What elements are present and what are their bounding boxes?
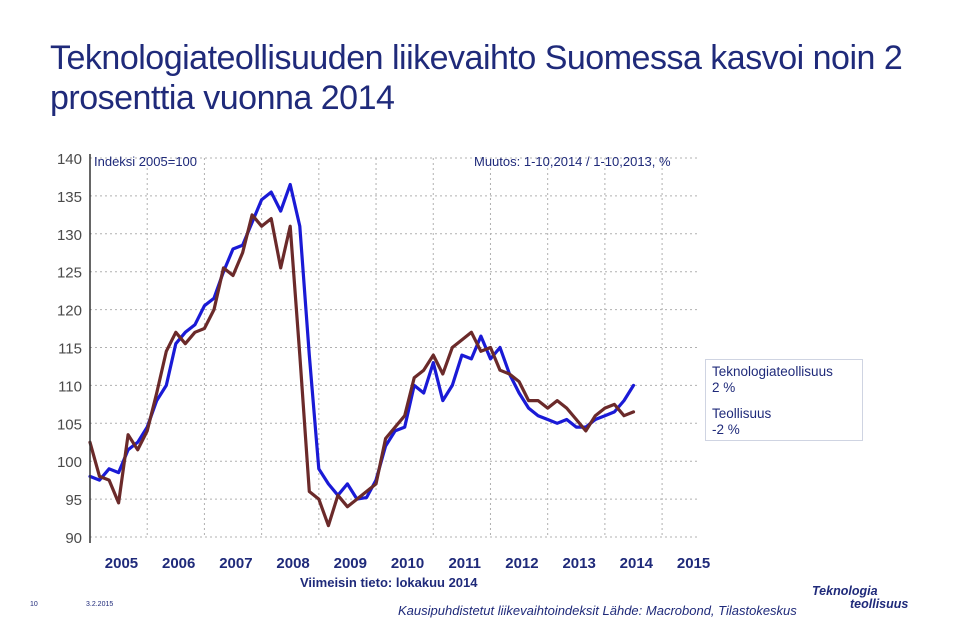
legend-item1-name: Teknologiateollisuus (712, 364, 833, 379)
logo-line2: teollisuus (850, 597, 909, 611)
x-tick-label: 2013 (562, 555, 595, 572)
legend-item2-name: Teollisuus (712, 406, 772, 421)
series-line-2 (88, 213, 636, 528)
logo-line1: Teknologia (812, 584, 878, 598)
y-tick-label: 115 (58, 341, 82, 358)
x-tick-label: 2012 (505, 555, 538, 572)
x-tick-label: 2007 (219, 555, 252, 572)
y-tick-label: 135 (57, 189, 82, 206)
x-tick-label: 2015 (677, 555, 710, 572)
page-title: Teknologiateollisuuden liikevaihto Suome… (50, 39, 903, 117)
y-tick-label: 125 (57, 265, 82, 282)
x-tick-label: 2006 (162, 555, 195, 572)
logo: Teknologia teollisuus (812, 585, 916, 611)
top-band (0, 0, 960, 22)
y-tick-label: 100 (57, 454, 82, 471)
y-tick-label: 90 (65, 530, 82, 547)
y-tick-label: 110 (58, 378, 82, 395)
y-tick-labels: 90 95 100 105 110 115 120 125 130 135 140 (57, 151, 82, 547)
change-label: Muutos: 1-10,2014 / 1-10,2013, % (474, 154, 671, 169)
legend: Teknologiateollisuus 2 % Teollisuus -2 % (705, 359, 863, 441)
y-tick-label: 130 (57, 227, 82, 244)
gridlines (90, 157, 700, 538)
x-tick-label: 2014 (620, 555, 654, 572)
y-tick-label: 105 (57, 416, 82, 433)
latest-data-note: Viimeisin tieto: lokakuu 2014 (300, 575, 478, 590)
series-lines (88, 182, 636, 528)
legend-item2-value: -2 % (712, 422, 740, 437)
x-tick-label: 2010 (391, 555, 424, 572)
footer-date: 3.2.2015 (86, 601, 114, 608)
x-tick-labels: 2005 2006 2007 2008 2009 2010 2011 2012 2013 2014… (105, 555, 710, 572)
index-label: Indeksi 2005=100 (94, 154, 197, 169)
legend-item1-value: 2 % (712, 380, 736, 395)
y-tick-label: 120 (57, 303, 82, 320)
x-tick-label: 2005 (105, 555, 138, 572)
x-tick-label: 2011 (448, 555, 481, 572)
x-tick-label: 2009 (334, 555, 367, 572)
source-note: Kausipuhdistetut liikevaihtoindeksit Läh… (398, 603, 797, 618)
x-tick-label: 2008 (276, 555, 309, 572)
page-number: 10 (30, 601, 38, 608)
y-tick-label: 140 (57, 151, 82, 168)
y-tick-label: 95 (65, 492, 82, 509)
